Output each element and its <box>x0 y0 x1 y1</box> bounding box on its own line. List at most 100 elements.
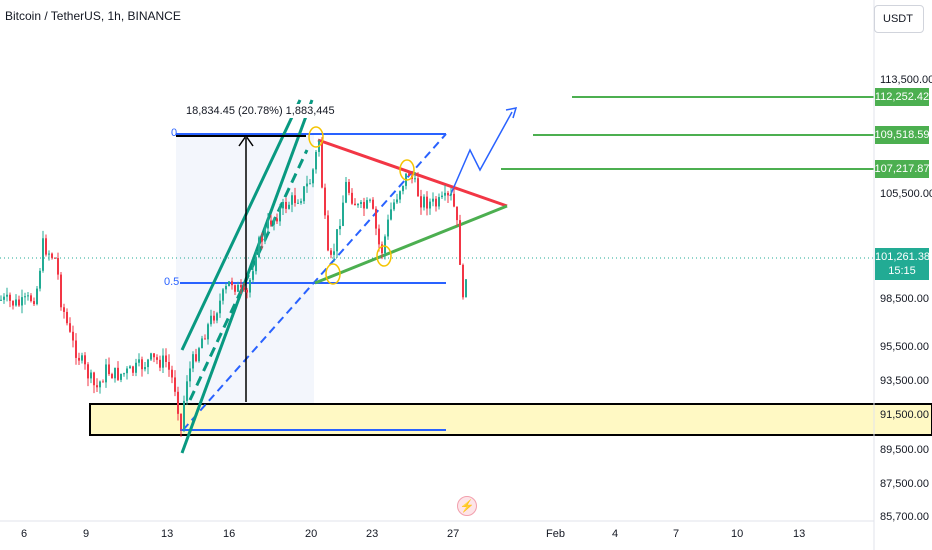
date-label: 9 <box>83 528 90 540</box>
candle-body <box>51 253 53 258</box>
projection-path[interactable] <box>449 111 513 197</box>
candle-body <box>450 193 452 196</box>
candle-body <box>177 391 179 414</box>
channel-upper-line[interactable] <box>180 99 302 351</box>
date-label: Feb <box>546 528 565 540</box>
candle-body <box>354 203 356 206</box>
candle-body <box>99 381 101 388</box>
candlestick-series[interactable] <box>0 137 467 437</box>
candle-body <box>105 364 107 383</box>
candle-body <box>267 220 269 229</box>
candle-body <box>165 355 167 362</box>
price-tick: 113,500.00 <box>880 74 932 86</box>
candle-body <box>429 201 431 209</box>
candle-body <box>144 367 146 370</box>
candle-body <box>189 368 191 382</box>
candle-body <box>198 348 200 362</box>
candle-body <box>387 219 389 237</box>
candle-body <box>231 281 233 286</box>
fib-level-05-label: 0.5 <box>164 276 180 288</box>
candle-body <box>282 201 284 209</box>
target-price-label: 112,252.42 <box>875 88 929 106</box>
candle-body <box>186 381 188 401</box>
candle-body <box>123 373 125 375</box>
candle-body <box>153 353 155 358</box>
candle-body <box>30 295 32 302</box>
candle-body <box>246 289 248 293</box>
candle-body <box>216 313 218 321</box>
candle-body <box>420 196 422 208</box>
candle-body <box>240 284 242 288</box>
highlight-circle <box>399 159 415 181</box>
candle-body <box>300 201 302 203</box>
candle-body <box>156 357 158 360</box>
candle-body <box>54 257 56 259</box>
candle-body <box>315 151 317 170</box>
candle-body <box>441 195 443 198</box>
channel-mid-line[interactable] <box>188 149 309 401</box>
candle-body <box>87 364 89 379</box>
candle-body <box>96 385 98 388</box>
candle-body <box>72 331 74 341</box>
candle-body <box>363 202 365 209</box>
flash-icon[interactable]: ⚡ <box>457 496 477 516</box>
candle-body <box>327 215 329 251</box>
candle-body <box>243 287 245 290</box>
candle-body <box>456 206 458 221</box>
candle-body <box>138 359 140 363</box>
candle-body <box>270 220 272 225</box>
candle-body <box>219 300 221 314</box>
candle-body <box>369 199 371 201</box>
date-label: 23 <box>366 528 379 540</box>
candle-body <box>234 285 236 292</box>
candle-body <box>351 192 353 204</box>
candle-body <box>75 340 77 358</box>
price-tick: 89,500.00 <box>880 444 929 456</box>
candle-body <box>417 178 419 197</box>
fib-trend-line[interactable] <box>182 133 447 431</box>
candle-body <box>12 300 14 306</box>
candle-body <box>117 367 119 380</box>
candle-body <box>132 366 134 373</box>
candle-body <box>33 301 35 305</box>
price-tick: 93,500.00 <box>880 375 929 387</box>
candle-body <box>180 413 182 430</box>
candle-body <box>192 354 194 369</box>
candle-body <box>207 324 209 340</box>
candle-body <box>426 196 428 209</box>
highlight-circle <box>308 126 324 148</box>
candle-body <box>264 228 266 242</box>
candle-body <box>342 202 344 226</box>
candle-body <box>114 367 116 379</box>
currency-button[interactable]: USDT <box>874 5 924 33</box>
candle-body <box>462 264 464 298</box>
candle-body <box>291 195 293 205</box>
candle-body <box>288 204 290 209</box>
candle-body <box>42 238 44 271</box>
candle-body <box>27 295 29 297</box>
highlight-circle <box>376 245 392 267</box>
candle-body <box>360 202 362 205</box>
candle-body <box>141 359 143 370</box>
candle-body <box>309 183 311 185</box>
price-tick: 98,500.00 <box>880 293 929 305</box>
candle-body <box>261 237 263 242</box>
candle-body <box>330 250 332 255</box>
date-label: 16 <box>223 528 236 540</box>
candle-body <box>285 201 287 209</box>
candle-body <box>390 209 392 220</box>
candle-body <box>183 400 185 430</box>
candle-body <box>210 315 212 325</box>
candle-body <box>459 220 461 265</box>
candle-body <box>339 225 341 230</box>
candle-body <box>453 193 455 207</box>
candle-body <box>336 229 338 252</box>
candle-body <box>225 286 227 290</box>
triangle-support[interactable] <box>314 204 508 285</box>
candle-body <box>120 373 122 380</box>
candle-body <box>366 200 368 209</box>
candle-body <box>228 281 230 287</box>
candle-body <box>297 202 299 204</box>
date-label: 27 <box>447 528 460 540</box>
